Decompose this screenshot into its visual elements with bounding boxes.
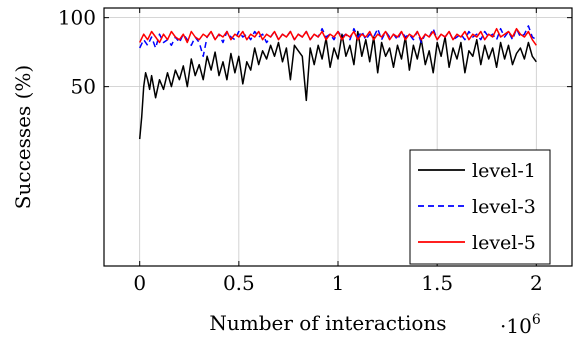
y-tick-label: 50	[71, 75, 96, 99]
series-lines	[138, 25, 537, 140]
legend-label: level-1	[472, 160, 536, 182]
axis-ticks: 0 0.5 1 1.5 2 50 100	[58, 6, 572, 295]
y-tick-label: 100	[58, 6, 96, 30]
legend-label: level-3	[472, 196, 536, 218]
x-tick-label: 2	[530, 271, 543, 295]
x-axis-multiplier: ·106	[500, 312, 541, 338]
x-tick-label: 0.5	[223, 271, 255, 295]
x-axis-multiplier-exponent: 6	[532, 312, 541, 328]
x-tick-label: 1	[332, 271, 345, 295]
y-axis-label: Successes (%)	[11, 65, 35, 209]
x-tick-label: 1.5	[421, 271, 453, 295]
series-line-level-5	[139, 27, 537, 46]
x-axis-multiplier-base: ·10	[500, 314, 532, 338]
grid-lines	[104, 8, 572, 266]
legend-box	[409, 149, 551, 265]
series-line-level-1	[138, 30, 537, 140]
x-tick-label: 0	[133, 271, 146, 295]
x-axis-label: Number of interactions	[209, 311, 446, 335]
legend-label: level-5	[472, 232, 536, 254]
legend: level-1 level-3 level-5	[409, 149, 551, 265]
